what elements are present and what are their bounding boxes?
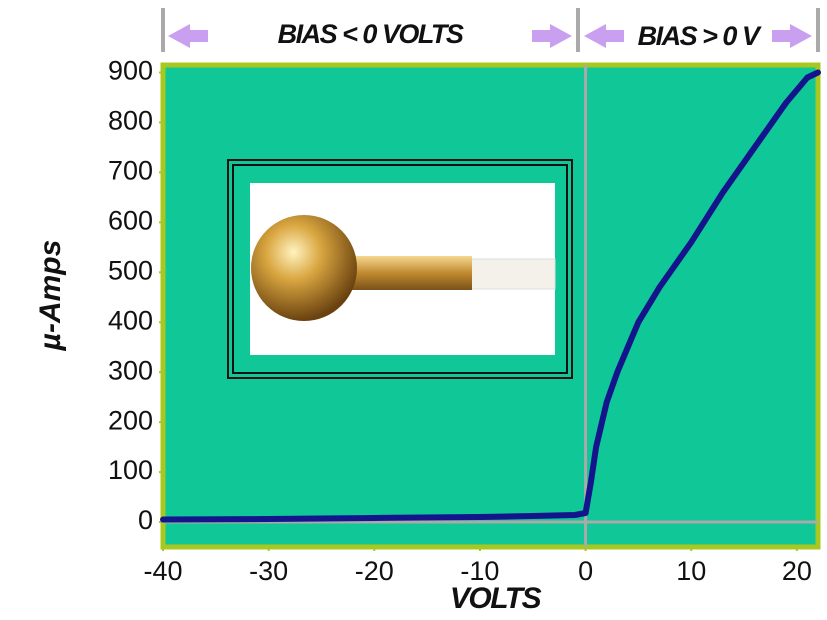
y-axis-label: µ-Amps — [34, 240, 67, 352]
bias-banner: BIAS < 0 VOLTS BIAS > 0 V — [161, 8, 820, 52]
x-tick-label: -20 — [355, 556, 394, 586]
x-tick-label: -30 — [249, 556, 288, 586]
annotation: BIAS > 0 V — [638, 21, 762, 51]
annotation: BIAS < 0 VOLTS — [278, 19, 464, 49]
x-tick-label: 20 — [782, 556, 812, 586]
probe-insulator — [469, 258, 556, 290]
x-tick-label: 10 — [676, 556, 706, 586]
probe-sphere — [251, 215, 357, 321]
y-tick-label: 800 — [108, 106, 153, 136]
arrow — [168, 24, 208, 48]
y-tick-label: 600 — [108, 205, 153, 235]
y-tick-label: 0 — [138, 505, 153, 535]
arrow — [584, 24, 624, 48]
x-tick-label: -40 — [143, 556, 182, 586]
x-axis-label: VOLTS — [450, 582, 542, 615]
arrow — [532, 24, 572, 48]
y-tick-label: 400 — [108, 305, 153, 335]
y-tick-label: 700 — [108, 156, 153, 186]
banner-divider — [161, 8, 165, 52]
inset-frame — [227, 159, 573, 379]
y-tick-label: 200 — [108, 405, 153, 435]
banner-divider — [816, 8, 820, 52]
banner-divider — [576, 8, 580, 52]
probe-rod — [345, 256, 472, 290]
inset-photo — [227, 159, 573, 379]
y-tick-label: 300 — [108, 355, 153, 385]
arrow — [772, 24, 812, 48]
y-tick-label: 500 — [108, 255, 153, 285]
data-line — [160, 69, 821, 523]
x-tick-label: -10 — [460, 556, 499, 586]
y-tick-label: 100 — [108, 455, 153, 485]
inset-frame — [232, 164, 568, 374]
x-tick-label: 0 — [578, 556, 593, 586]
y-tick-label: 900 — [108, 56, 153, 86]
